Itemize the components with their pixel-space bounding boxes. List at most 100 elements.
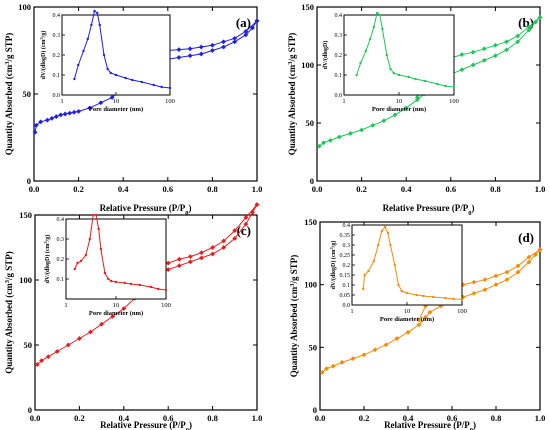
data-point (347, 130, 353, 136)
inset-data-point (400, 289, 403, 293)
data-point (336, 134, 342, 140)
data-point (76, 336, 82, 341)
y-axis-label: Quantity Absorbed (cm3/g STP) (289, 255, 300, 378)
inset-data-point (157, 287, 160, 291)
inset-data-point (77, 63, 80, 67)
inset-data-point (460, 298, 464, 301)
inset-data-point (393, 263, 396, 267)
inset-data-point (149, 285, 153, 289)
data-point (71, 109, 77, 115)
inset-data-point (90, 23, 93, 27)
inset-y-tick-label: 0.2 (343, 263, 351, 269)
data-point (221, 238, 227, 244)
inset-series-line (73, 10, 171, 89)
data-point (198, 51, 204, 57)
inset-data-point (93, 9, 96, 13)
x-axis-label: Relative Pressure (P/P0) (383, 203, 475, 217)
data-point (515, 269, 521, 275)
data-point (481, 46, 487, 52)
data-point (361, 352, 367, 358)
data-point (209, 48, 215, 53)
y-tick-label: 0 (27, 176, 31, 186)
inset-y-tick-label: 0.3 (343, 243, 351, 249)
inset-data-point (444, 296, 447, 300)
inset-y-tick-label: 0.4 (53, 13, 61, 19)
data-point (243, 221, 249, 227)
data-point (176, 256, 182, 262)
data-point (121, 306, 127, 312)
x-tick-label: 0.8 (490, 184, 501, 194)
x-tick-label: 1.0 (252, 184, 263, 194)
panel-label: (c) (237, 223, 251, 238)
inset-y-tick-label: 0.1 (343, 283, 351, 289)
data-point (232, 235, 238, 241)
plot-frame (319, 221, 541, 411)
y-tick-label: 0 (313, 405, 317, 415)
data-point (459, 67, 465, 73)
inset-y-tick-label: 0.15 (340, 273, 351, 279)
x-tick-label: 0.2 (74, 413, 85, 423)
inset-data-point (372, 259, 376, 263)
inset-y-tick-label: 0.0 (343, 303, 351, 309)
data-point (210, 251, 216, 257)
inset-chart: 1 10 100 0.0 0.1 0.2 0.3 0.4 Pore diameter (nm) d… (322, 11, 459, 113)
data-point (515, 39, 521, 45)
data-point (221, 44, 227, 50)
data-point (392, 112, 398, 118)
data-point (403, 105, 409, 111)
x-tick-label: 0.4 (403, 413, 414, 423)
data-point (526, 24, 532, 30)
data-point (526, 259, 532, 265)
inset-y-tick-label: 0.4 (343, 223, 351, 229)
inset-data-point (444, 84, 447, 88)
data-point (537, 14, 543, 20)
data-point (481, 57, 487, 63)
inset-chart: 1 10 100 0.0 0.1 0.2 0.3 0.4 Pore diameter (nm) d… (39, 9, 175, 113)
data-point (504, 47, 510, 53)
panel-label: (d) (518, 230, 534, 245)
data-point (359, 127, 365, 133)
x-axis-label: Relative Pressure (P/P0) (100, 420, 192, 430)
panel-c: 0.0 0.2 0.4 0.6 0.8 1.0 0 50 100 150 Relative Pres… (4, 202, 262, 430)
x-tick-label: 0.4 (401, 184, 412, 194)
y-tick-label: 0 (310, 176, 314, 186)
data-point (176, 47, 182, 53)
inset-y-tick-label: 0.35 (340, 233, 351, 239)
inset-y-tick-label: 0.25 (340, 253, 351, 259)
x-tick-label: 0.0 (30, 413, 41, 423)
inset-y-tick-label: 0.0 (335, 93, 343, 99)
x-tick-label: 0.6 (445, 184, 456, 194)
y-tick-label: 50 (306, 118, 315, 128)
data-point (416, 322, 422, 328)
data-point (187, 254, 193, 260)
panel-label: (a) (236, 15, 251, 30)
inset-data-point (107, 277, 110, 281)
inset-data-point (452, 297, 455, 301)
data-point (34, 362, 40, 367)
x-axis-label: Relative Pressure (P/P0) (384, 420, 476, 430)
data-point (199, 250, 204, 256)
data-point (383, 342, 389, 348)
data-point (45, 354, 51, 360)
inset-data-point (381, 27, 384, 31)
inset-data-point (123, 281, 127, 285)
x-tick-label: 0.2 (359, 413, 370, 423)
inset-y-tick-label: 0.2 (57, 257, 65, 263)
inset-data-point (102, 53, 106, 57)
data-point (109, 94, 115, 100)
inset-x-tick-label: 1 (60, 98, 63, 105)
data-point (370, 122, 376, 128)
y-tick-label: 150 (304, 217, 317, 227)
inset-data-point (377, 243, 380, 247)
inset-data-point (114, 73, 118, 77)
inset-chart: 1 10 100 0.1 0.2 0.3 0.4 Pore diameter (nm) dV/(… (43, 213, 171, 317)
y-tick-label: 150 (19, 210, 32, 220)
data-point (65, 342, 71, 348)
inset-y-tick-label: 0.4 (57, 217, 65, 223)
data-point (32, 129, 38, 135)
data-point (482, 277, 488, 283)
data-point (394, 336, 400, 342)
inset-x-tick-label: 100 (449, 98, 459, 105)
inset-frame (61, 14, 171, 96)
data-point (471, 279, 477, 285)
